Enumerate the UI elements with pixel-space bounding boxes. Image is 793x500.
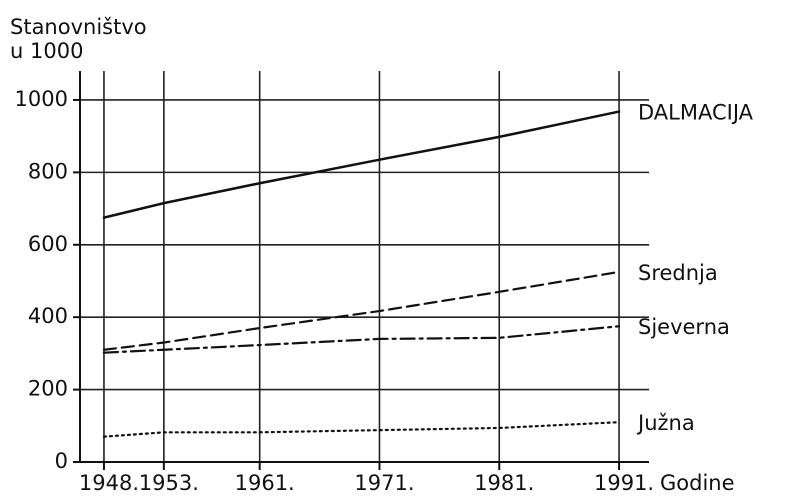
series-line <box>102 110 621 219</box>
x-tick-label: 1971. <box>354 471 414 495</box>
y-tick-label: 1000 <box>15 87 68 111</box>
series-label: Sjeverna <box>638 315 730 339</box>
x-tick-label: 1948. <box>79 471 139 495</box>
y-axis-title: Stanovništvo <box>10 15 147 39</box>
x-tick-label: 1961. <box>235 471 295 495</box>
y-tick-label: 800 <box>28 159 68 183</box>
x-tick-label: 1953. <box>139 471 199 495</box>
y-tick-label: 400 <box>28 304 68 328</box>
y-tick-label: 0 <box>55 449 68 473</box>
series-label: DALMACIJA <box>638 101 754 125</box>
series-line <box>102 325 621 354</box>
y-tick-label: 200 <box>28 377 68 401</box>
x-axis-title: Godine <box>660 471 735 495</box>
y-tick-label: 600 <box>28 232 68 256</box>
series-label: Srednja <box>638 261 718 285</box>
series-line <box>102 421 621 438</box>
y-axis-title: u 1000 <box>10 39 83 63</box>
x-tick-label: 1981. <box>474 471 534 495</box>
series-label: Južna <box>636 411 695 435</box>
series-line <box>102 270 621 351</box>
x-tick-label: 1991. <box>594 471 654 495</box>
